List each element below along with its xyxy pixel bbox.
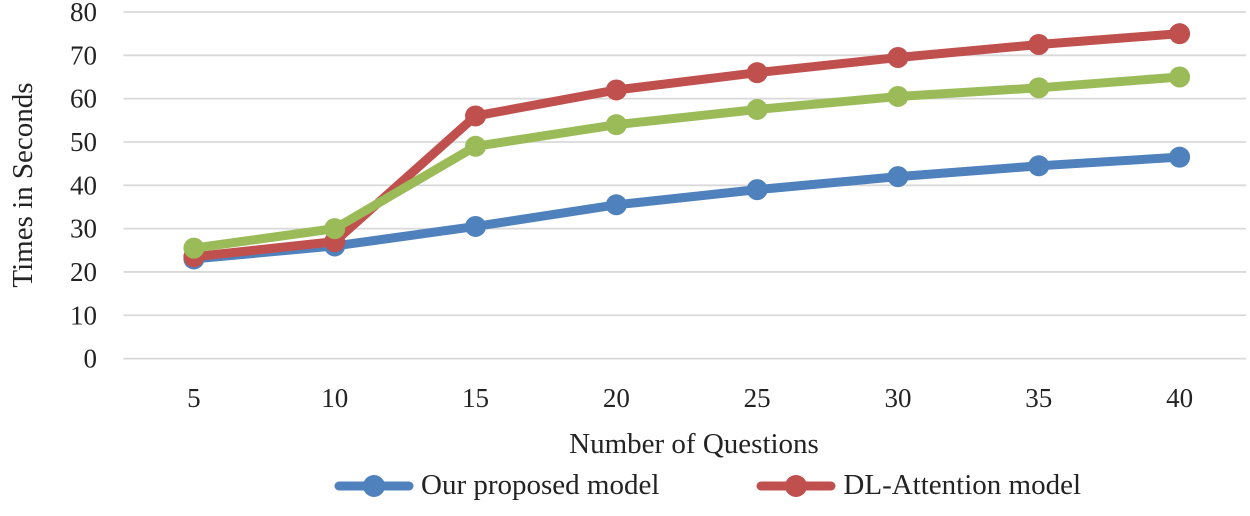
x-tick-label: 10 <box>321 383 348 413</box>
data-point-marker <box>324 218 346 240</box>
legend-marker-line-icon <box>756 474 836 497</box>
y-tick-labels: 0 10 20 30 40 50 60 70 80 <box>70 0 97 374</box>
data-point-marker <box>605 79 627 101</box>
legend: Our proposed model DL-Attention model <box>333 471 1081 500</box>
series-line <box>189 152 1185 264</box>
y-tick-label: 0 <box>84 344 98 374</box>
x-tick-label: 40 <box>1166 383 1193 413</box>
data-point-marker <box>465 215 487 237</box>
legend-label: Our proposed model <box>421 469 660 501</box>
x-axis-title: Number of Questions <box>569 428 819 460</box>
y-tick-label: 10 <box>70 300 97 330</box>
series-unlabeled-green-series <box>183 66 1191 259</box>
y-tick-label: 70 <box>70 40 97 70</box>
legend-item: DL-Attention model <box>755 471 1081 500</box>
data-point-marker <box>746 179 768 201</box>
data-point-marker <box>183 237 205 259</box>
data-point-marker <box>887 85 909 107</box>
data-point-marker <box>465 105 487 127</box>
data-point-marker <box>1028 155 1050 177</box>
data-point-marker <box>1169 23 1191 45</box>
gridlines <box>123 11 1246 360</box>
x-tick-label: 35 <box>1025 383 1052 413</box>
y-tick-label: 30 <box>70 214 97 244</box>
x-tick-label: 15 <box>462 383 489 413</box>
data-point-marker <box>887 46 909 68</box>
series-lines <box>183 23 1191 270</box>
y-tick-label: 50 <box>70 127 97 157</box>
series-line <box>189 29 1185 262</box>
data-point-marker <box>465 135 487 157</box>
x-tick-labels: 5 10 15 20 25 30 35 40 <box>187 383 1193 413</box>
y-tick-label: 40 <box>70 170 97 200</box>
x-tick-label: 30 <box>884 383 911 413</box>
legend-item: Our proposed model <box>333 471 659 500</box>
data-point-marker <box>1028 77 1050 99</box>
legend-label: DL-Attention model <box>843 469 1081 501</box>
x-tick-label: 5 <box>187 383 201 413</box>
x-tick-label: 20 <box>603 383 630 413</box>
x-tick-label: 25 <box>744 383 771 413</box>
data-point-marker <box>1169 146 1191 168</box>
data-point-marker <box>605 114 627 136</box>
data-point-marker <box>746 98 768 120</box>
y-axis-title: Times in Seconds <box>7 82 39 287</box>
y-tick-label: 60 <box>70 84 97 114</box>
series-line <box>189 72 1185 253</box>
legend-marker-line-icon <box>334 474 414 497</box>
y-tick-label: 20 <box>70 257 97 287</box>
data-point-marker <box>1169 66 1191 88</box>
data-point-marker <box>746 62 768 84</box>
data-point-marker <box>887 166 909 188</box>
y-tick-label: 80 <box>70 0 97 27</box>
data-point-marker <box>605 194 627 216</box>
data-point-marker <box>1028 33 1050 55</box>
